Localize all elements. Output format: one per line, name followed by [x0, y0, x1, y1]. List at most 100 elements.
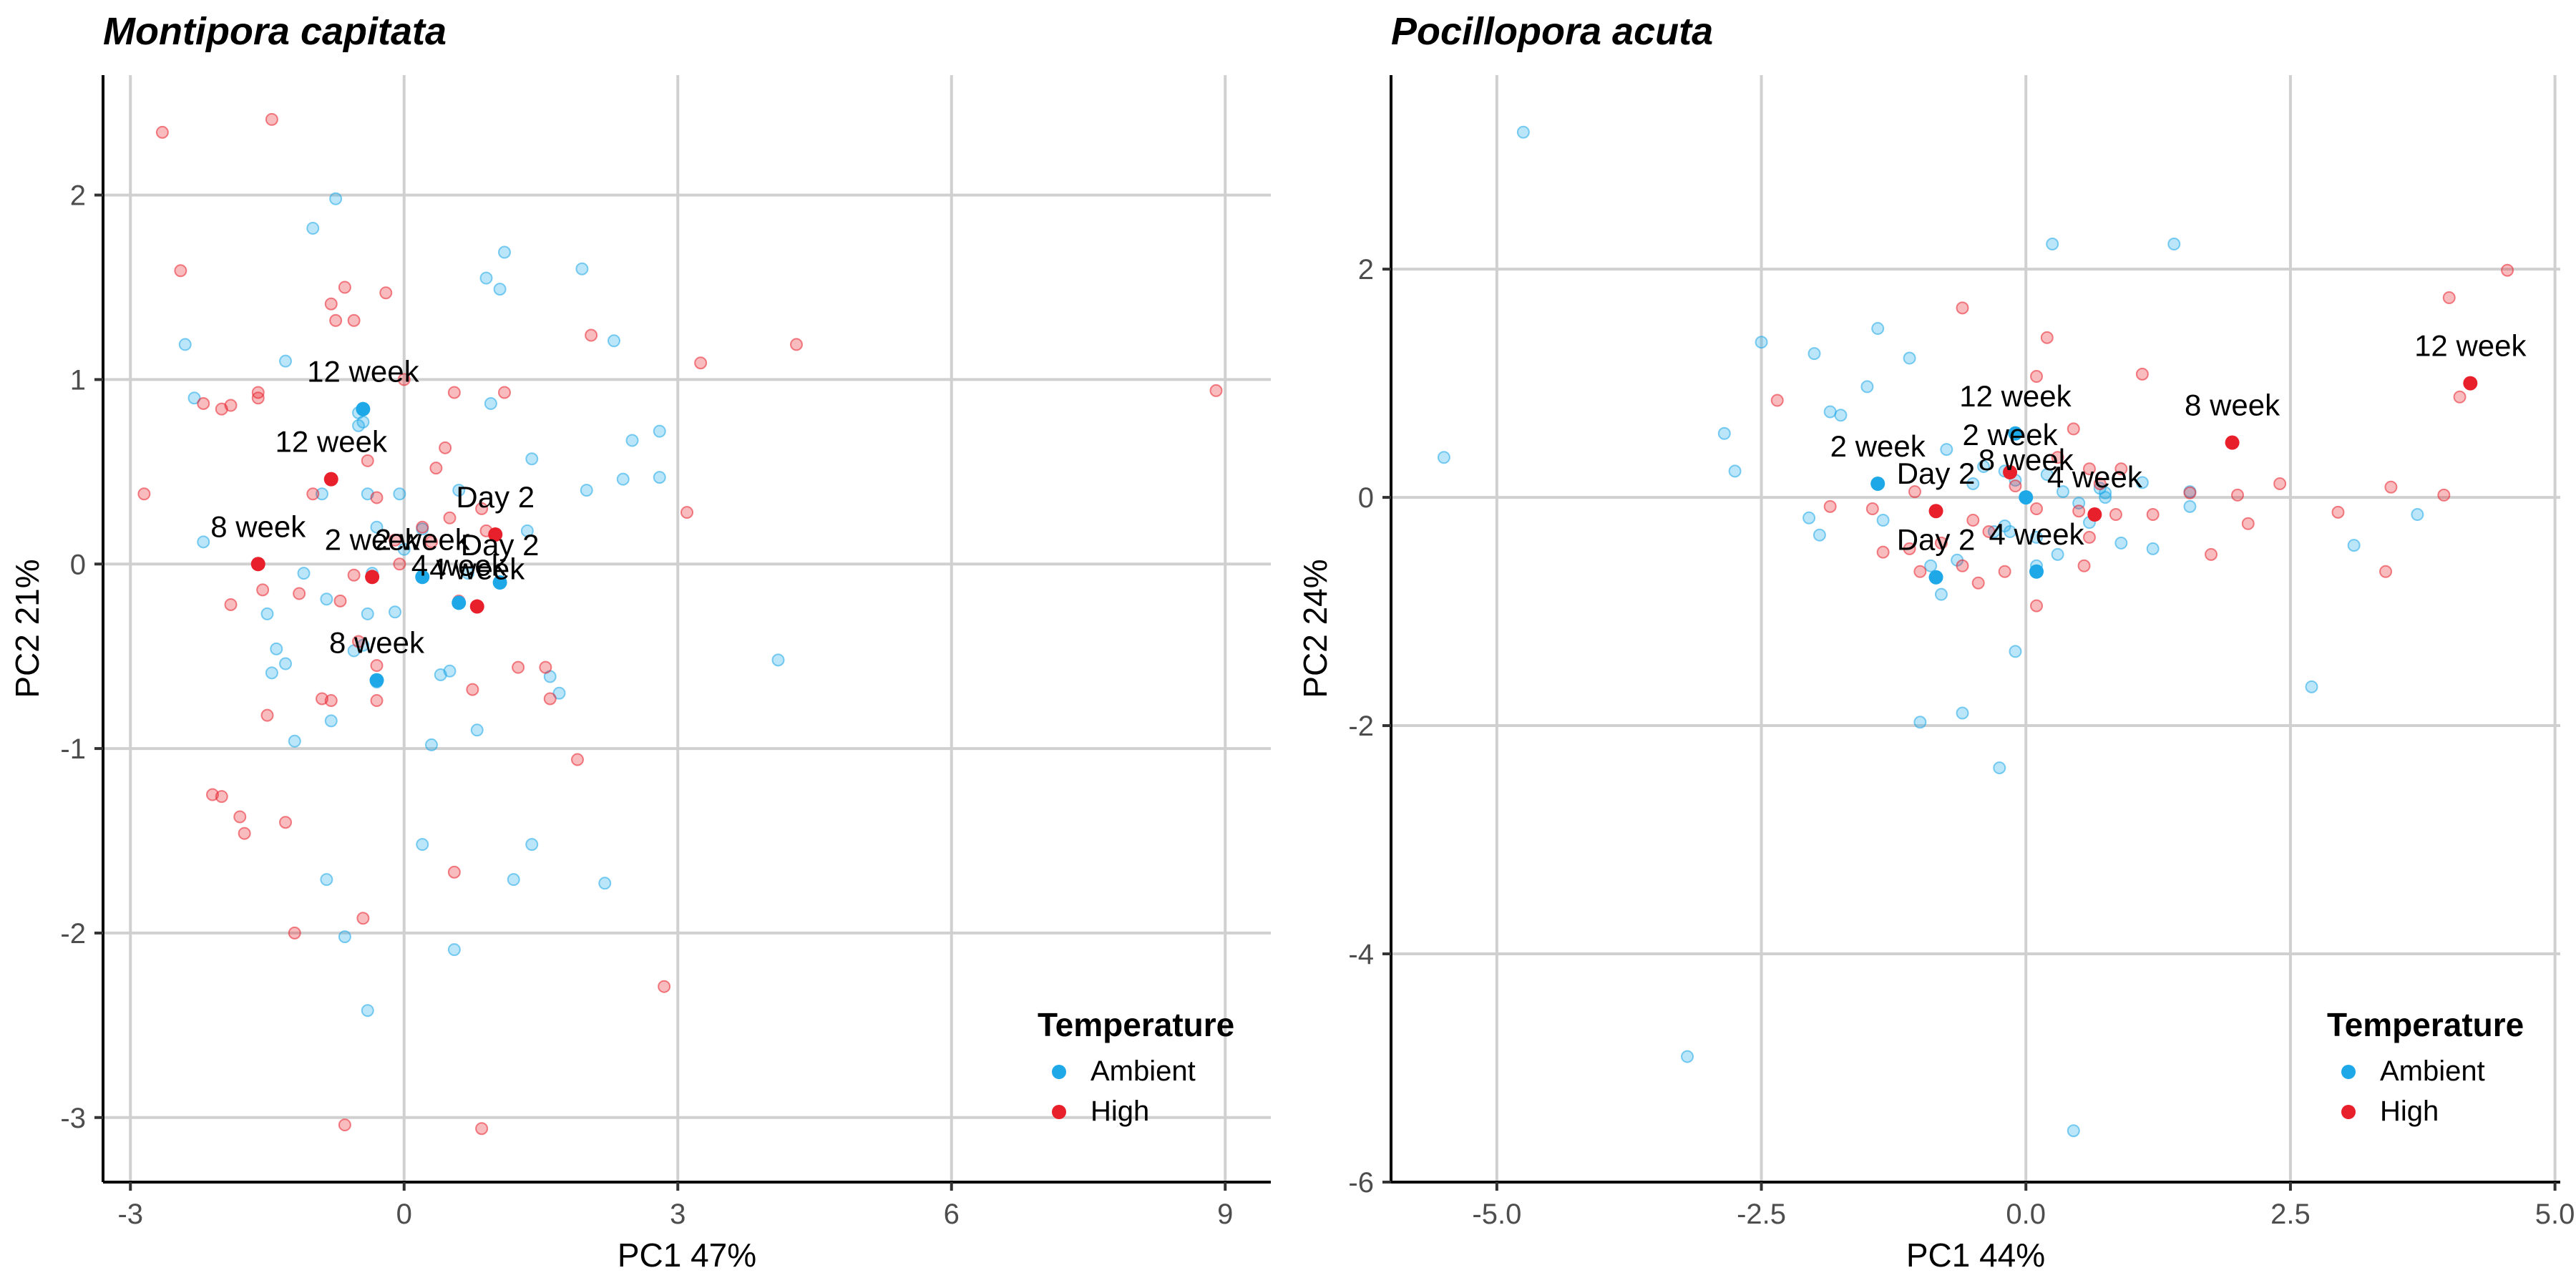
centroid-label: 2 week [325, 522, 421, 556]
data-point-high [361, 454, 374, 467]
data-point-high [1956, 301, 1969, 315]
data-point-high [443, 511, 457, 525]
data-point-high [2453, 390, 2467, 404]
centroid-label: 4 week [411, 548, 507, 582]
data-point-high [447, 865, 461, 879]
data-point-ambient [507, 873, 520, 887]
data-point-high [680, 506, 693, 519]
data-point-ambient [1956, 706, 1969, 720]
data-point-high [2379, 565, 2393, 578]
x-tick-label: -5.0 [1472, 1199, 1521, 1230]
data-point-high [2437, 488, 2451, 502]
data-point-high [2030, 599, 2044, 613]
data-point-high [1876, 545, 1890, 559]
data-point-ambient [1823, 405, 1837, 419]
data-point-ambient [1681, 1050, 1694, 1063]
data-point-high [2072, 504, 2086, 518]
data-point-high [447, 386, 461, 399]
data-point-ambient [452, 484, 466, 497]
data-point-high [2384, 480, 2398, 494]
data-point-high [1903, 542, 1916, 555]
legend-label: High [2380, 1096, 2439, 1127]
data-point-ambient [1717, 426, 1731, 440]
data-point-high [370, 659, 384, 673]
data-point-ambient [552, 686, 566, 700]
data-point-high [543, 692, 557, 706]
x-tick-label: 2.5 [2270, 1199, 2311, 1230]
data-point-ambient [1813, 528, 1826, 542]
data-point-ambient [1802, 511, 1816, 525]
data-point-ambient [493, 283, 507, 296]
data-point-high [658, 980, 671, 993]
data-point-high [389, 533, 401, 547]
data-point-high [238, 826, 251, 840]
data-point-ambient [653, 471, 666, 484]
legend-label: Ambient [1091, 1055, 1196, 1087]
legend-label: High [1091, 1096, 1149, 1127]
panel-montipora: Montipora capitata -3 0 3 6 9 -3 -2 -1 0 1 2 PC1 47%… [9, 10, 1271, 1274]
data-point-high [2241, 517, 2255, 530]
data-point-high [466, 683, 479, 696]
y-axis-label: PC2 24% [1297, 559, 1334, 698]
data-point-ambient [279, 354, 292, 368]
data-point-ambient [484, 396, 497, 410]
chart-title: Montipora capitata [103, 10, 447, 53]
data-point-ambient [260, 607, 274, 620]
x-tick-label: -2.5 [1737, 1199, 1786, 1230]
data-point-high [333, 594, 347, 608]
data-point-high [2114, 462, 2128, 476]
data-point-high [306, 487, 320, 501]
centroid-point [2019, 490, 2034, 505]
data-point-ambient [187, 391, 201, 405]
data-point-ambient [2099, 491, 2112, 504]
data-point-high [174, 264, 187, 278]
centroid-label: 2 week [375, 522, 471, 556]
y-tick-label: -4 [1348, 939, 1374, 970]
centroid-point [369, 673, 384, 688]
data-point-high [694, 356, 708, 370]
centroid-point [492, 575, 507, 590]
data-point-high [416, 520, 429, 534]
data-point-ambient [1977, 460, 1991, 474]
data-point-ambient [1834, 409, 1848, 422]
data-point-high [2009, 479, 2022, 493]
centroid-label: 2 week [1963, 418, 2059, 452]
data-point-ambient [1993, 761, 2006, 775]
centroid-point [415, 570, 430, 585]
data-point-ambient [2135, 476, 2149, 489]
y-tick-label: 0 [70, 549, 86, 580]
centroid-label: 8 week [2185, 389, 2280, 422]
data-point-ambient [1807, 347, 1821, 361]
data-point-high [790, 338, 803, 351]
data-point-high [2109, 508, 2122, 522]
data-point-ambient [393, 487, 406, 501]
data-point-high [539, 660, 552, 674]
data-point-ambient [306, 222, 320, 235]
centroid-point [2463, 376, 2478, 391]
data-point-high [137, 487, 151, 501]
data-point-high [425, 535, 438, 549]
data-point-high [197, 396, 210, 410]
data-point-high [265, 112, 278, 126]
data-point-ambient [1966, 477, 1980, 490]
data-point-ambient [1940, 443, 1953, 457]
data-point-ambient [608, 334, 620, 348]
data-point-high [439, 441, 452, 454]
data-point-high [324, 694, 338, 708]
y-tick-label: -2 [1348, 711, 1374, 742]
centroid-point [452, 595, 467, 610]
x-tick-label: -3 [117, 1199, 143, 1230]
data-point-ambient [265, 666, 278, 680]
data-point-high [256, 583, 270, 597]
centroid-point [250, 557, 265, 572]
data-point-ambient [2167, 238, 2181, 251]
data-point-high [2040, 331, 2054, 344]
data-point-ambient [425, 738, 438, 751]
centroid-label: 12 week [275, 425, 388, 459]
data-point-ambient [2347, 539, 2361, 552]
data-point-high [224, 399, 238, 412]
data-point-high [2273, 477, 2287, 490]
data-point-high [338, 280, 351, 294]
data-point-high [512, 660, 525, 674]
data-point-ambient [361, 607, 374, 620]
